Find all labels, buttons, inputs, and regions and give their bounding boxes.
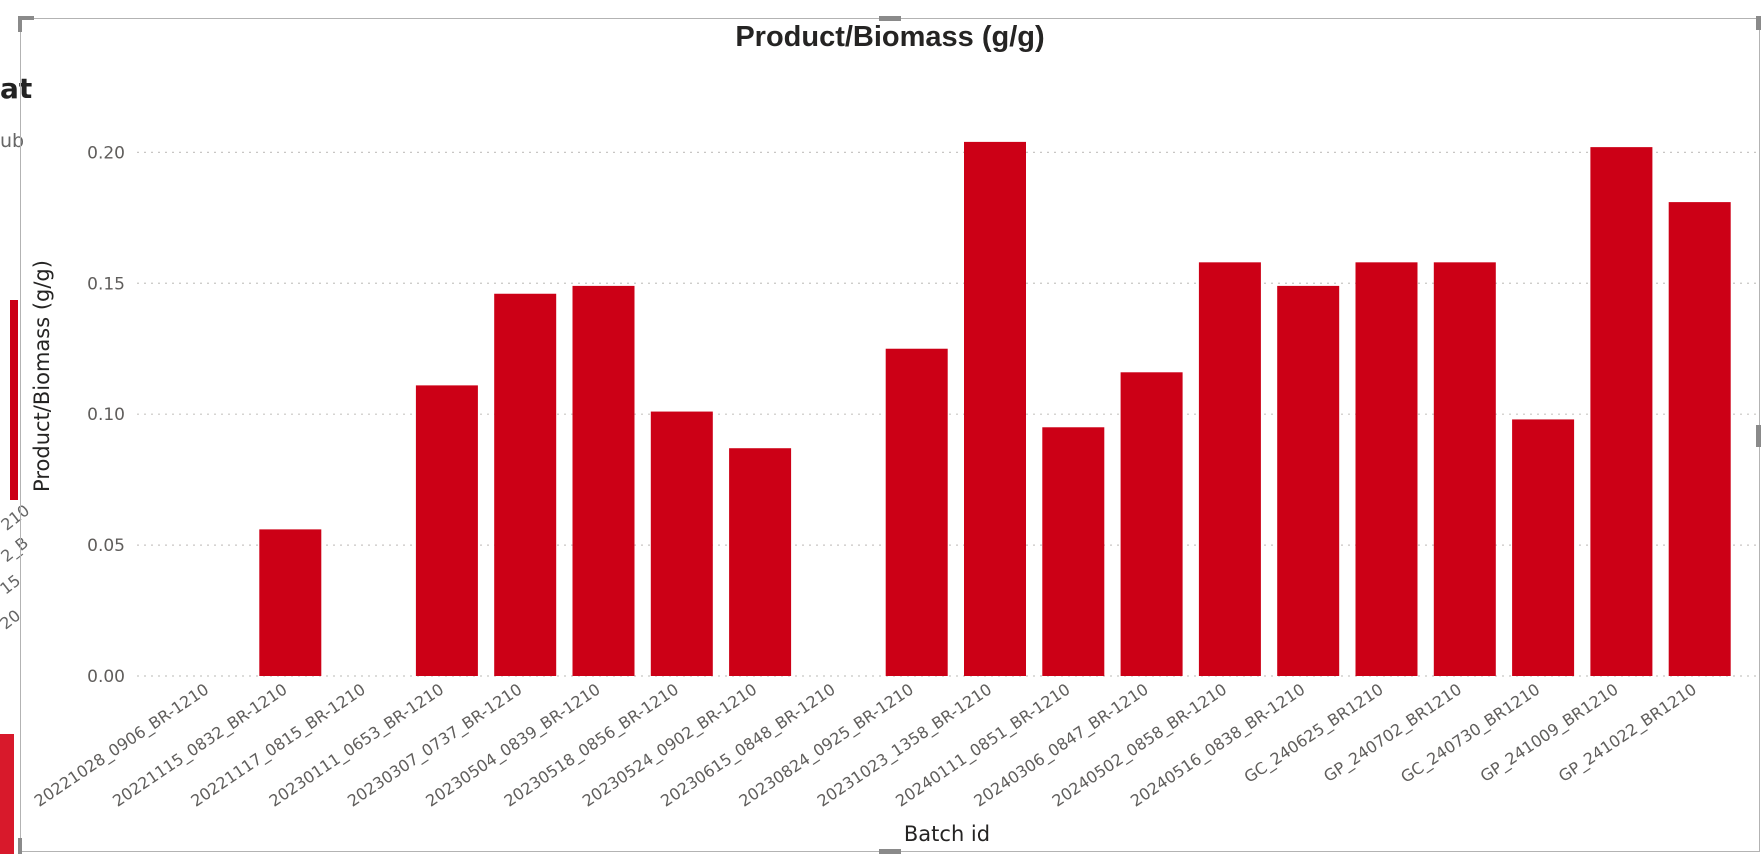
x-tick-label: GC_240625_BR1210 <box>1241 680 1388 788</box>
resize-handle-top-left[interactable] <box>18 16 34 20</box>
y-axis-ticks: 0.00 0.05 0.10 0.15 0.20 <box>87 143 125 687</box>
y-tick-label: 0.20 <box>87 143 125 163</box>
y-tick-label: 0.10 <box>87 405 125 425</box>
bar[interactable] <box>650 411 713 676</box>
y-axis-title: Product/Biomass (g/g) <box>30 260 54 492</box>
bar[interactable] <box>1120 372 1183 676</box>
resize-handle-bottom-left[interactable] <box>18 838 22 854</box>
background-bar-fragment <box>0 734 14 854</box>
y-tick-label: 0.15 <box>87 274 125 294</box>
resize-handle-bottom-center[interactable] <box>879 849 901 854</box>
x-tick-label: GP_241009_BR1210 <box>1477 680 1622 787</box>
x-tick-label: GC_240730_BR1210 <box>1397 680 1544 788</box>
background-legend-swatch <box>10 300 18 500</box>
bar[interactable] <box>1042 427 1105 676</box>
x-tick-label: GP_241022_BR1210 <box>1555 680 1700 787</box>
bar[interactable] <box>494 293 557 676</box>
bar[interactable] <box>1590 147 1653 677</box>
bar[interactable] <box>1277 285 1340 676</box>
bars <box>259 141 1731 677</box>
resize-handle-top-center[interactable] <box>879 16 901 21</box>
resize-handle-top-left-v[interactable] <box>18 16 22 32</box>
y-tick-label: 0.05 <box>87 536 125 556</box>
x-tick-label: GP_240702_BR1210 <box>1320 680 1465 787</box>
background-heading-fragment: at <box>0 72 33 105</box>
bar[interactable] <box>572 285 635 676</box>
bar[interactable] <box>415 385 478 676</box>
bar[interactable] <box>1355 262 1418 676</box>
bar[interactable] <box>259 529 322 676</box>
bar[interactable] <box>1512 419 1575 676</box>
bar[interactable] <box>1668 202 1731 677</box>
bar[interactable] <box>885 348 948 676</box>
bar[interactable] <box>1198 262 1261 676</box>
y-tick-label: 0.00 <box>87 667 125 687</box>
background-subtext-fragment: ub <box>0 130 25 152</box>
chart-title: Product/Biomass (g/g) <box>735 21 1044 53</box>
resize-handle-right-top[interactable] <box>1756 16 1761 30</box>
resize-handle-right-middle[interactable] <box>1756 425 1761 447</box>
x-axis-title: Batch id <box>904 822 990 846</box>
bar[interactable] <box>964 141 1026 676</box>
x-axis-ticks: 20221028_0906_BR-121020221115_0832_BR-12… <box>31 680 1701 812</box>
bar[interactable] <box>729 448 792 676</box>
bar[interactable] <box>1433 262 1496 676</box>
